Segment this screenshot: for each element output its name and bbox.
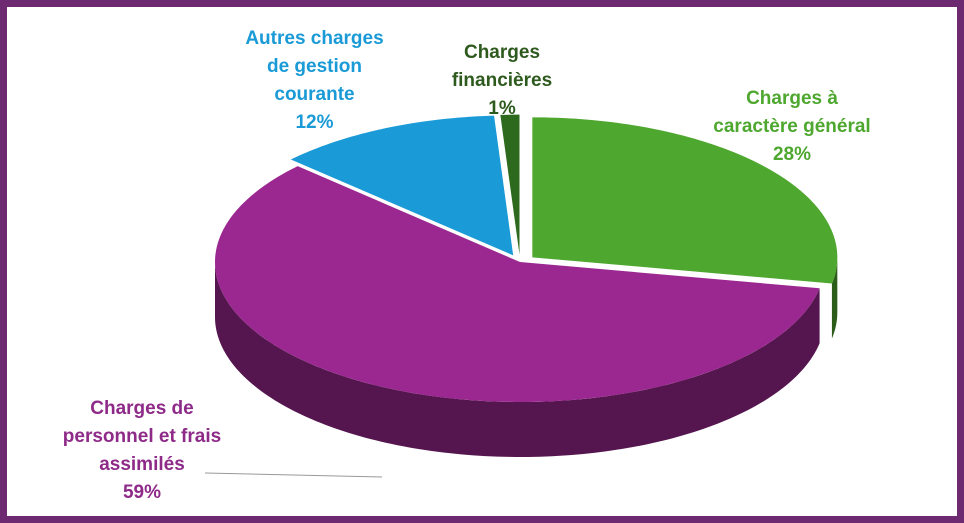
- value-label: 28%: [772, 144, 812, 165]
- pie-canvas: [204, 114, 838, 478]
- slice: [290, 115, 514, 256]
- value-label: 12%: [295, 112, 334, 133]
- leader-line: [204, 472, 383, 478]
- data-label: Autres charges de gestion courante 12%: [232, 25, 397, 137]
- data-label: Charges à caractère général 28%: [707, 85, 877, 169]
- data-label: Charges de personnel et frais assimilés 5…: [57, 395, 227, 507]
- slice: [215, 166, 820, 402]
- slice-side: [215, 262, 820, 457]
- value-label: 59%: [122, 482, 162, 503]
- category-label: Autres charges de gestion courante: [245, 28, 384, 105]
- data-label: Charges financières 1%: [437, 39, 567, 123]
- slice-side: [831, 257, 838, 339]
- value-label: 1%: [488, 98, 516, 119]
- slice: [500, 114, 520, 255]
- category-label: Charges à caractère général: [713, 88, 871, 137]
- category-label: Charges financières: [451, 42, 553, 91]
- category-label: Charges de personnel et frais assimilés: [62, 398, 222, 475]
- slice: [532, 117, 838, 284]
